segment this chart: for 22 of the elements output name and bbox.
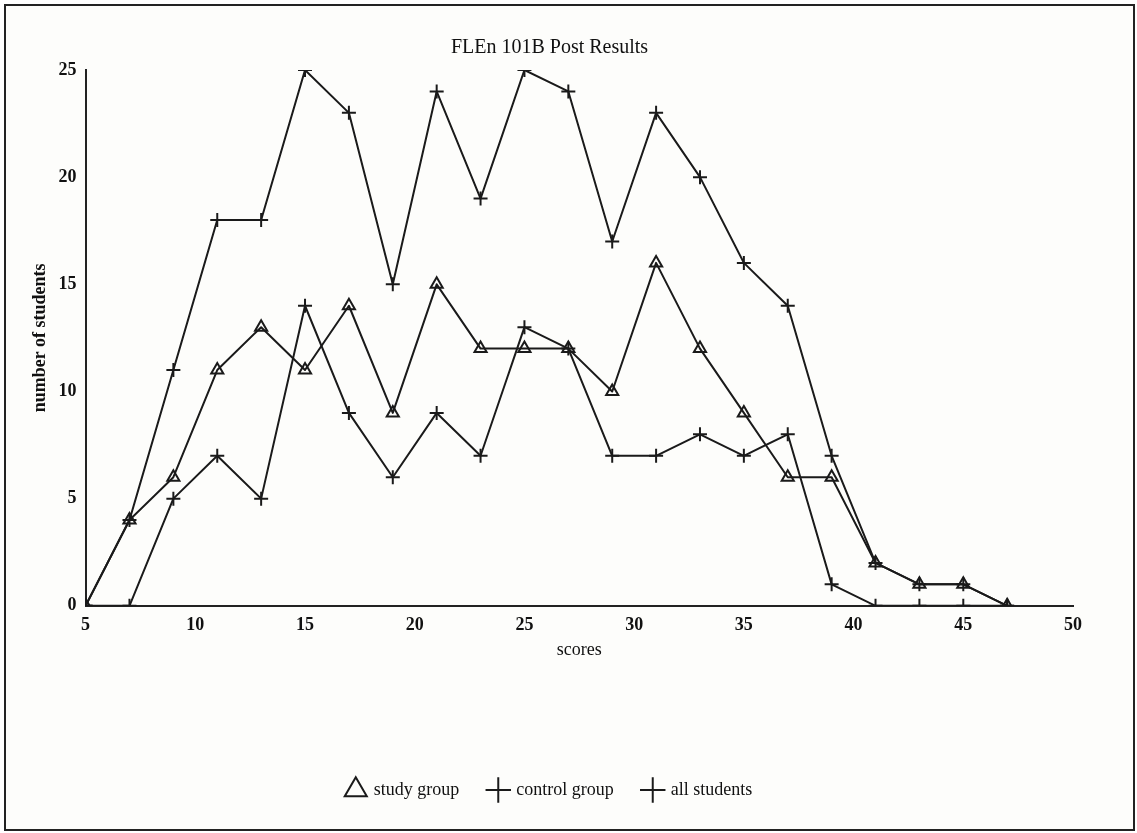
- y-axis-title: number of students: [29, 263, 50, 413]
- x-tick-label: 50: [1064, 614, 1082, 635]
- x-tick-label: 25: [515, 614, 534, 635]
- x-tick-label: 10: [186, 614, 205, 635]
- x-tick-label: 40: [844, 614, 863, 635]
- y-tick-label: 15: [58, 272, 77, 293]
- y-tick-label: 20: [58, 165, 77, 186]
- legend-label: study group: [373, 778, 460, 799]
- x-tick-label: 5: [81, 614, 91, 635]
- x-tick-label: 15: [296, 614, 315, 635]
- x-tick-label: 35: [734, 614, 753, 635]
- x-axis-title: scores: [556, 638, 602, 659]
- x-tick-label: 30: [625, 614, 644, 635]
- y-tick-label: 10: [58, 380, 77, 401]
- legend-label: control group: [516, 778, 614, 799]
- y-tick-label: 5: [67, 487, 77, 508]
- chart-title: FLEn 101B Post Results: [450, 35, 649, 58]
- y-tick-label: 25: [58, 58, 77, 79]
- legend-label: all students: [670, 778, 753, 799]
- x-tick-label: 20: [405, 614, 424, 635]
- x-tick-label: 45: [954, 614, 973, 635]
- y-tick-label: 0: [67, 594, 77, 615]
